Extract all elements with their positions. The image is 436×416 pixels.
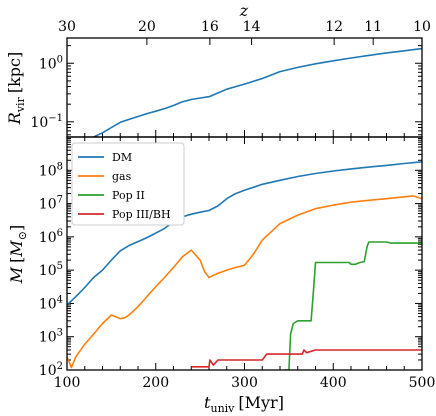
series-line-pop-iii-bh bbox=[191, 349, 422, 368]
top-panel-ylabel: Rvir[kpc] bbox=[5, 52, 27, 125]
bottom-ytick-label: 105 bbox=[39, 261, 63, 279]
bottom-xtick-label: 400 bbox=[320, 375, 347, 391]
top-panel-ytick-labels: 100 10−1 bbox=[30, 54, 63, 131]
bottom-ytick-label: 106 bbox=[39, 228, 63, 246]
series-line-pop-ii bbox=[284, 241, 422, 370]
bottom-panel-ticks bbox=[66, 136, 423, 371]
bottom-panel-xlabel: tuniv [Myr] bbox=[204, 393, 284, 415]
redshift-axis: 30 20 16 14 12 11 10 bbox=[58, 19, 431, 45]
bottom-ytick-label: 107 bbox=[39, 195, 63, 213]
redshift-axis-label: z bbox=[239, 1, 249, 20]
bottom-panel-lines bbox=[67, 161, 422, 370]
z-tick-label: 30 bbox=[58, 19, 76, 35]
top-panel: 100 10−1 30 20 16 14 12 11 10 z Rvir[kpc] bbox=[5, 1, 431, 138]
bottom-xtick-label: 500 bbox=[409, 375, 436, 391]
bottom-panel: 102 103 104 105 106 107 108 100 200 300 400 500 tu… bbox=[7, 136, 436, 415]
legend-label: Pop III/BH bbox=[112, 208, 171, 221]
bottom-panel-ylabel: M[M⊙] bbox=[7, 225, 29, 285]
z-tick-label: 14 bbox=[243, 19, 261, 35]
z-tick-label: 11 bbox=[364, 19, 382, 35]
bottom-ytick-label: 103 bbox=[39, 328, 63, 346]
bottom-panel-ytick-labels: 102 103 104 105 106 107 108 bbox=[39, 161, 63, 379]
z-tick-label: 10 bbox=[413, 19, 431, 35]
bottom-xtick-label: 100 bbox=[54, 375, 81, 391]
legend-label: DM bbox=[112, 151, 132, 164]
bottom-panel-frame bbox=[66, 136, 423, 371]
series-line-gas bbox=[67, 195, 422, 369]
legend-box bbox=[71, 142, 185, 226]
bottom-ytick-label: 108 bbox=[39, 161, 63, 179]
bottom-ytick-label: 102 bbox=[39, 361, 63, 379]
top-ytick-label: 10−1 bbox=[30, 113, 63, 131]
z-tick-label: 20 bbox=[138, 19, 156, 35]
series-line-dm bbox=[67, 161, 422, 306]
bottom-xtick-label: 200 bbox=[142, 375, 169, 391]
top-ytick-label: 100 bbox=[39, 54, 63, 72]
bottom-panel-xtick-labels: 100 200 300 400 500 bbox=[54, 375, 436, 391]
z-tick-label: 12 bbox=[325, 19, 343, 35]
bottom-xtick-label: 300 bbox=[231, 375, 258, 391]
bottom-ytick-label: 104 bbox=[39, 294, 63, 312]
legend: DM gas Pop II Pop III/BH bbox=[71, 142, 185, 226]
z-tick-label: 16 bbox=[201, 19, 219, 35]
top-panel-lines bbox=[93, 47, 422, 137]
legend-label: Pop II bbox=[112, 189, 145, 202]
legend-label: gas bbox=[112, 170, 132, 183]
top-panel-ticks bbox=[66, 45, 423, 137]
rvir-series-line bbox=[93, 47, 422, 137]
